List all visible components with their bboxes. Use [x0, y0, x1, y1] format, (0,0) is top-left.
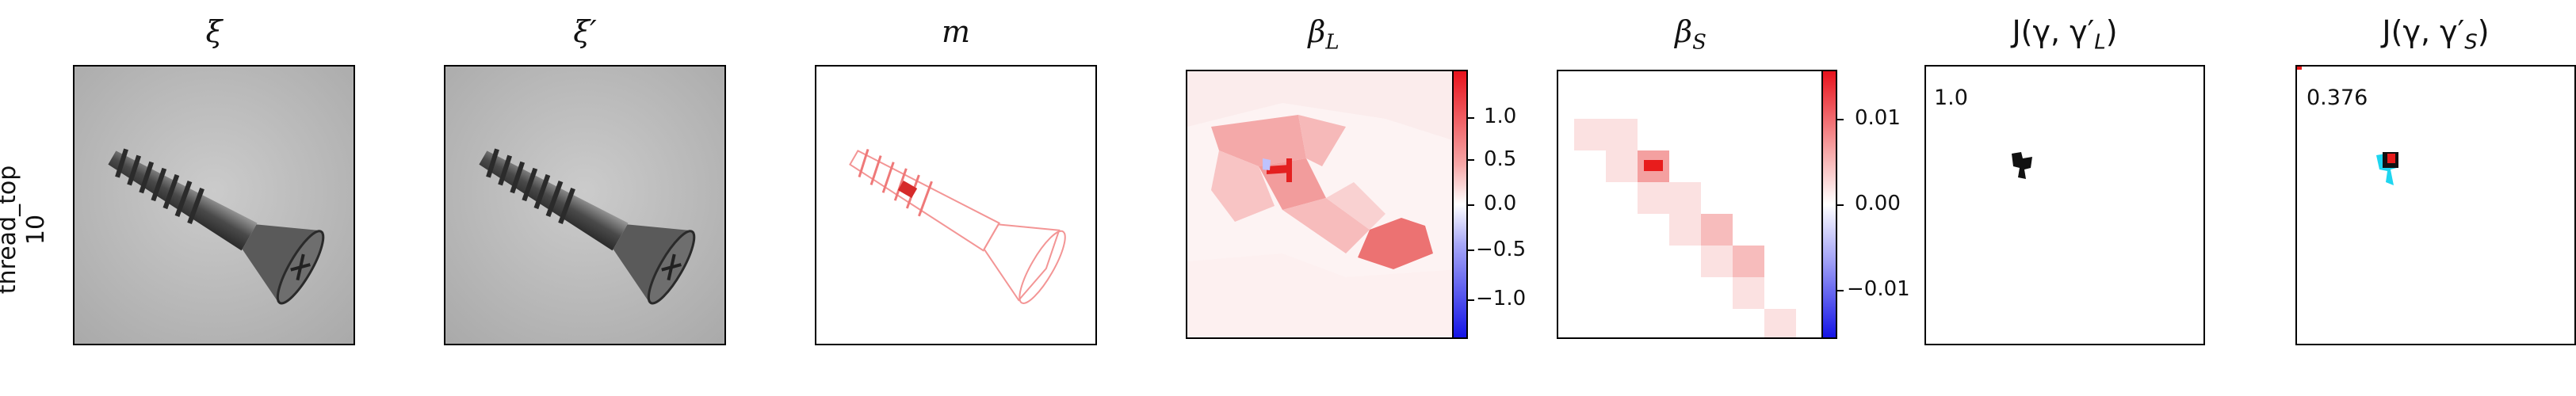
j-s-title: J(γ, γ′S) [2382, 14, 2490, 55]
m-title: m [941, 14, 971, 49]
j-l-overlap-map [1924, 65, 2205, 345]
difference-mask [816, 67, 1095, 344]
beta-l-tick-5: −1.0 [1476, 287, 1527, 310]
beta-s-heatmap [1557, 70, 1825, 339]
j-s-score: 0.376 [2307, 86, 2368, 110]
beta-s-tick-3: −0.01 [1847, 277, 1910, 301]
row-label-index: 10 [22, 214, 50, 246]
j-s-mask-overlay [2297, 67, 2574, 344]
j-s-overlap-map [2295, 65, 2576, 345]
beta-l-segment-map [1187, 71, 1460, 337]
screw-photo [75, 67, 354, 344]
xi-title: ξ [205, 14, 223, 49]
beta-s-title: βS [1675, 14, 1707, 55]
xi-prime-image [444, 65, 726, 345]
j-l-title: J(γ, γ′L) [2012, 14, 2118, 55]
beta-l-tick-4: −0.5 [1476, 238, 1527, 261]
row-label-name: thread_top [0, 165, 21, 295]
screw-photo-counterfactual [445, 67, 724, 344]
beta-s-tick-1: 0.01 [1855, 106, 1901, 130]
beta-l-tick-3: 0.0 [1484, 192, 1517, 215]
beta-l-tick-2: 0.5 [1484, 147, 1517, 171]
beta-s-grid-map [1558, 71, 1823, 337]
beta-l-tick-1: 1.0 [1484, 105, 1517, 128]
beta-l-heatmap [1186, 70, 1462, 339]
j-l-score: 1.0 [1934, 86, 1968, 110]
m-mask-image [815, 65, 1097, 345]
beta-s-colorbar [1821, 70, 1837, 339]
xi-prime-title: ξ′ [573, 14, 597, 49]
xi-image [73, 65, 355, 345]
beta-s-tick-2: 0.00 [1855, 192, 1901, 215]
beta-l-colorbar [1452, 70, 1468, 339]
beta-l-title: βL [1308, 14, 1340, 55]
j-l-mask-overlay [1926, 67, 2203, 344]
